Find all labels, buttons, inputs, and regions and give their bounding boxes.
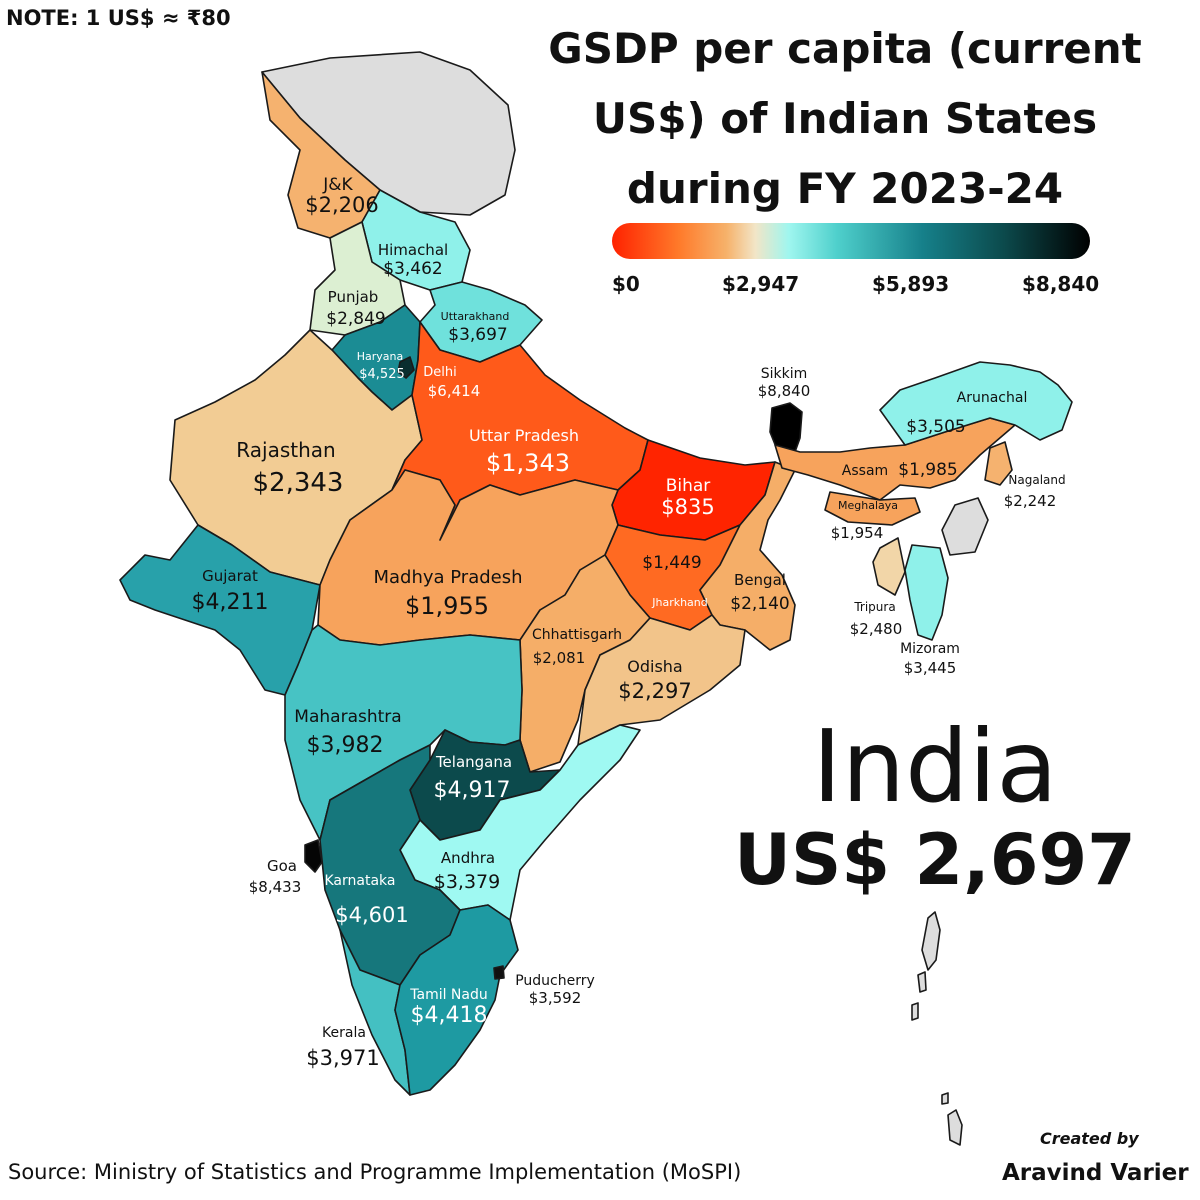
state-tripura xyxy=(872,537,906,596)
label-name-sikkim: Sikkim xyxy=(761,366,808,382)
map-labels: J&K $2,206 Himachal $3,462 Punjab $2,849… xyxy=(192,175,1066,1070)
label-value-kerala: $3,971 xyxy=(306,1046,379,1070)
label-name-uttar-pradesh: Uttar Pradesh xyxy=(469,426,579,445)
label-name-meghalaya: Meghalaya xyxy=(838,499,898,512)
legend-tick-min: $0 xyxy=(612,272,640,296)
label-value-tripura: $2,480 xyxy=(850,620,903,638)
label-name-jk: J&K xyxy=(322,175,353,195)
label-value-bengal: $2,140 xyxy=(730,594,789,614)
label-name-chhattisgarh: Chhattisgarh xyxy=(532,627,622,643)
label-name-assam: Assam xyxy=(842,463,888,479)
state-assam xyxy=(774,417,1016,501)
label-value-meghalaya: $1,954 xyxy=(831,524,884,542)
state-bengal xyxy=(699,461,796,651)
label-name-gujarat: Gujarat xyxy=(202,567,258,585)
legend-tick-3: $5,893 xyxy=(872,272,950,296)
state-delhi xyxy=(397,356,415,379)
label-name-bengal: Bengal xyxy=(734,571,786,589)
label-value-gujarat: $4,211 xyxy=(192,590,269,615)
label-name-tripura: Tripura xyxy=(853,600,895,614)
india-label: India xyxy=(812,708,1058,825)
label-name-andhra: Andhra xyxy=(441,849,495,867)
label-name-haryana: Haryana xyxy=(357,350,404,363)
state-goa xyxy=(304,839,323,873)
label-name-telangana: Telangana xyxy=(435,753,512,771)
label-name-maharashtra: Maharashtra xyxy=(294,707,401,727)
label-value-delhi: $6,414 xyxy=(428,382,481,400)
label-value-bihar: $835 xyxy=(661,495,714,519)
label-value-karnataka: $4,601 xyxy=(335,903,408,927)
label-value-uttar-pradesh: $1,343 xyxy=(486,449,570,477)
label-value-maharashtra: $3,982 xyxy=(307,733,384,758)
label-value-puducherry: $3,592 xyxy=(529,989,582,1007)
label-name-odisha: Odisha xyxy=(627,657,682,676)
label-value-jk: $2,206 xyxy=(305,193,378,217)
map-title: GSDP per capita (current US$) of Indian … xyxy=(548,24,1142,213)
state-odisha xyxy=(577,614,746,746)
label-name-arunachal: Arunachal xyxy=(957,390,1028,406)
state-nagaland xyxy=(984,441,1013,486)
state-tamil-nadu xyxy=(394,904,519,1096)
label-value-nagaland: $2,242 xyxy=(1004,492,1057,510)
label-value-haryana: $4,525 xyxy=(359,367,405,382)
label-value-tamil-nadu: $4,418 xyxy=(411,1003,488,1028)
label-value-rajasthan: $2,343 xyxy=(253,468,344,498)
label-value-madhya-pradesh: $1,955 xyxy=(405,592,489,620)
label-value-andhra: $3,379 xyxy=(434,871,500,893)
label-name-madhya-pradesh: Madhya Pradesh xyxy=(373,567,522,588)
legend-tick-max: $8,840 xyxy=(1022,272,1100,296)
state-meghalaya xyxy=(824,491,921,526)
legend-tick-2: $2,947 xyxy=(722,272,800,296)
label-name-puducherry: Puducherry xyxy=(515,973,595,989)
color-scale-bar xyxy=(612,223,1090,259)
label-name-kerala: Kerala xyxy=(322,1025,366,1041)
label-value-punjab: $2,849 xyxy=(326,309,385,329)
india-value: US$ 2,697 xyxy=(734,819,1136,901)
state-sikkim xyxy=(769,402,803,453)
label-name-karnataka: Karnataka xyxy=(325,873,396,889)
label-value-assam: $1,985 xyxy=(898,460,957,480)
credit-label: Created by xyxy=(1040,1129,1139,1148)
andaman-islands xyxy=(911,911,963,1146)
label-value-jharkhand: $1,449 xyxy=(642,553,701,573)
label-value-goa: $8,433 xyxy=(249,878,302,896)
credit-author: Aravind Varier xyxy=(1002,1160,1189,1186)
label-value-mizoram: $3,445 xyxy=(904,659,957,677)
label-name-uttarakhand: Uttarakhand xyxy=(441,310,510,323)
label-value-sikkim: $8,840 xyxy=(758,382,811,400)
state-mizoram xyxy=(904,544,949,641)
label-value-himachal: $3,462 xyxy=(383,259,442,279)
label-name-goa: Goa xyxy=(267,857,297,875)
source-note: Source: Ministry of Statistics and Progr… xyxy=(8,1160,742,1184)
state-arunachal xyxy=(879,361,1073,446)
label-value-odisha: $2,297 xyxy=(618,679,691,703)
state-puducherry xyxy=(493,965,505,980)
label-name-mizoram: Mizoram xyxy=(900,641,960,657)
state-jk xyxy=(261,71,381,239)
label-name-jharkhand: Jharkhand xyxy=(651,596,708,609)
label-name-delhi: Delhi xyxy=(423,365,456,380)
label-name-rajasthan: Rajasthan xyxy=(236,438,335,462)
region-manipur-no-data xyxy=(941,497,989,556)
label-value-arunachal: $3,505 xyxy=(906,417,965,437)
label-name-himachal: Himachal xyxy=(378,241,448,259)
label-value-telangana: $4,917 xyxy=(434,778,511,803)
currency-note: NOTE: 1 US$ ≈ ₹80 xyxy=(6,6,231,30)
label-name-punjab: Punjab xyxy=(328,288,379,306)
label-name-bihar: Bihar xyxy=(666,476,711,496)
label-value-chhattisgarh: $2,081 xyxy=(533,649,586,667)
label-name-tamil-nadu: Tamil Nadu xyxy=(409,987,488,1003)
label-name-nagaland: Nagaland xyxy=(1008,473,1065,487)
label-value-uttarakhand: $3,697 xyxy=(448,325,507,345)
